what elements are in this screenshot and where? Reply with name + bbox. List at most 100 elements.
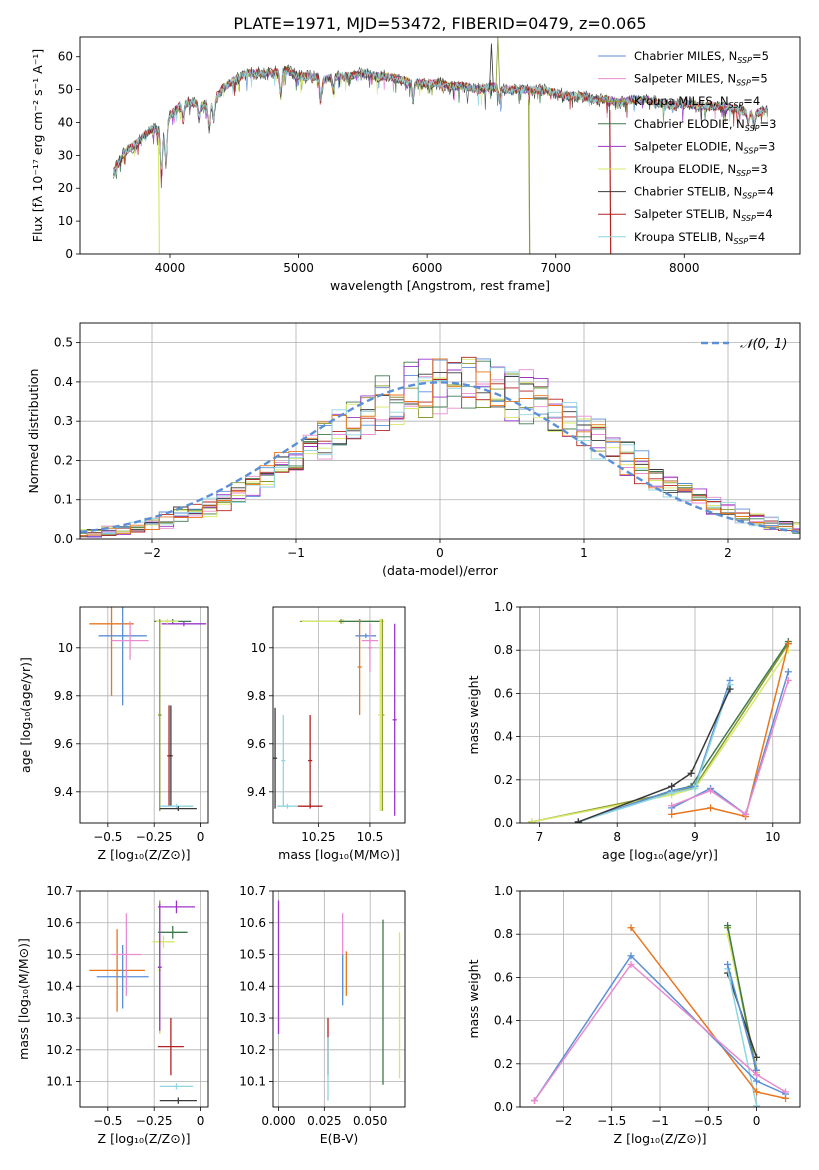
y-tick-label: 10.1 (46, 1075, 73, 1089)
x-tick-label: −1 (287, 546, 305, 560)
y-tick-label: 0.8 (494, 927, 513, 941)
legend-subscript: SSP (736, 169, 751, 178)
y-tick-label: 0.2 (494, 773, 513, 787)
legend-value: =3 (760, 117, 777, 131)
axes-frame (79, 36, 801, 255)
y-tick-label: 10 (58, 641, 73, 655)
legend-entry: Salpeter MILES, NSSP=5 (634, 72, 768, 88)
series-marker (668, 782, 676, 790)
y-tick-label: 10.4 (46, 979, 73, 993)
grid (273, 890, 405, 1107)
series-line (726, 968, 758, 1107)
x-tick-label: −0.25 (136, 1114, 173, 1128)
errorbar-point (367, 623, 372, 672)
errorbars (273, 619, 397, 816)
series-marker (668, 802, 676, 810)
x-tick-label: 0.025 (307, 1114, 341, 1128)
legend-value: =5 (752, 49, 769, 63)
errorbar-point (98, 607, 147, 706)
y-axis-label: age [log₁₀(age/yr)] (18, 657, 33, 773)
legend-entry: 𝒩(0, 1) (740, 337, 787, 352)
y-tick-label: 0.2 (54, 453, 73, 467)
histogram-series (80, 356, 800, 537)
legend-value: =4 (748, 230, 765, 244)
y-axis-label: mass weight (466, 959, 481, 1038)
series-marker (753, 1088, 761, 1096)
y-tick-label: 0.6 (494, 686, 513, 700)
series-marker (691, 784, 699, 792)
y-tick-label: 9.4 (247, 785, 266, 799)
y-tick-label: 10.3 (239, 1011, 266, 1025)
legend-subscript: SSP (742, 192, 757, 201)
legend-value: =4 (756, 207, 773, 221)
ticks: 4000 5000 6000 7000 8000 0 10 20 30 40 50 60 (58, 50, 700, 275)
spectrum-dropout (157, 138, 161, 254)
figure-title: PLATE=1971, MJD=53472, FIBERID=0479, z=0… (233, 14, 646, 33)
series-marker (753, 1102, 761, 1107)
ticks: −2 −1 0 1 2 0.0 0.1 0.2 0.3 0.4 0.5 (54, 336, 732, 560)
legend-subscript: SSP (737, 56, 752, 65)
errorbars (89, 607, 207, 811)
errorbar-point (273, 707, 278, 809)
weight-vs-metallicity-panel: −2 −1.5 −1 −0.5 0 0.0 0.2 0.4 0.6 0.8 1.0 Z [log₁₀(… (466, 884, 801, 1146)
spectrum-dropout (609, 109, 612, 254)
errorbar-point (96, 945, 149, 1009)
y-tick-label: 10.5 (239, 948, 266, 962)
series-marker (724, 960, 732, 968)
normal-curve (80, 381, 800, 534)
y-tick-label: 10.7 (239, 884, 266, 898)
legend-subscript: SSP (729, 101, 744, 110)
y-tick-label: 10.2 (46, 1043, 73, 1057)
errorbar-point (111, 913, 142, 996)
ticks: −0.5 −0.25 0 10.1 10.2 10.3 10.4 10.5 10.6 10.7 (46, 884, 204, 1128)
ticks: 7 8 9 10 0.0 0.2 0.4 0.6 0.8 1.0 (494, 600, 781, 844)
y-tick-label: 10.3 (46, 1011, 73, 1025)
series-line (533, 963, 786, 1101)
errorbar-point (157, 900, 196, 914)
legend-label: Salpeter MILES, N (634, 72, 736, 86)
axes-frame (79, 606, 209, 824)
series-marker (726, 685, 734, 693)
y-axis-label: mass [log₁₀(M/M⊙)] (16, 938, 31, 1060)
series-marker (742, 810, 750, 818)
legend-label: Salpeter STELIB, N (634, 207, 741, 221)
axes-frame (272, 890, 406, 1108)
legend-value: =4 (757, 185, 774, 199)
legend-label: Salpeter ELODIE, N (634, 139, 744, 153)
series-marker (627, 952, 635, 960)
x-tick-label: 4000 (155, 261, 186, 275)
axes-frame (79, 322, 801, 540)
y-tick-label: 0.0 (54, 532, 73, 546)
legend-entry: Chabrier ELODIE, NSSP=3 (634, 117, 776, 133)
y-tick-label: 20 (58, 181, 73, 195)
series (528, 638, 792, 823)
x-axis-label: Z [log₁₀(Z/Z⊙)] (98, 847, 191, 862)
y-tick-label: 0 (65, 247, 73, 261)
x-tick-label: 6000 (412, 261, 443, 275)
errorbar-point (159, 1083, 194, 1090)
histogram-series (80, 358, 800, 537)
y-tick-label: 0.5 (54, 336, 73, 350)
y-tick-label: 0.6 (494, 970, 513, 984)
y-tick-label: 1.0 (494, 884, 513, 898)
x-axis-label: wavelength [Angstrom, rest frame] (330, 278, 550, 293)
x-tick-label: −0.5 (93, 830, 122, 844)
x-axis-label: age [log₁₀(age/yr)] (602, 847, 718, 862)
weight-vs-age-panel: 7 8 9 10 0.0 0.2 0.4 0.6 0.8 1.0 age [log₁₀(age/yr… (466, 600, 801, 862)
y-tick-label: 10 (251, 641, 266, 655)
errorbar-point (392, 623, 397, 816)
series-line (578, 688, 731, 823)
x-tick-label: 7000 (540, 261, 571, 275)
errorbars (89, 900, 197, 1104)
series-marker (687, 769, 695, 777)
series-marker (530, 1097, 538, 1105)
ticks: 0.000 0.025 0.050 10.1 10.2 10.3 10.4 10.5 10.6 1… (239, 884, 387, 1128)
errorbar-point (277, 803, 298, 809)
errorbar-point (378, 619, 383, 811)
legend-entry: Kroupa STELIB, NSSP=4 (634, 230, 765, 246)
y-tick-label: 50 (58, 83, 73, 97)
y-tick-label: 0.0 (494, 1100, 513, 1114)
series-marker (668, 789, 676, 797)
x-tick-label: 0 (753, 1114, 761, 1128)
